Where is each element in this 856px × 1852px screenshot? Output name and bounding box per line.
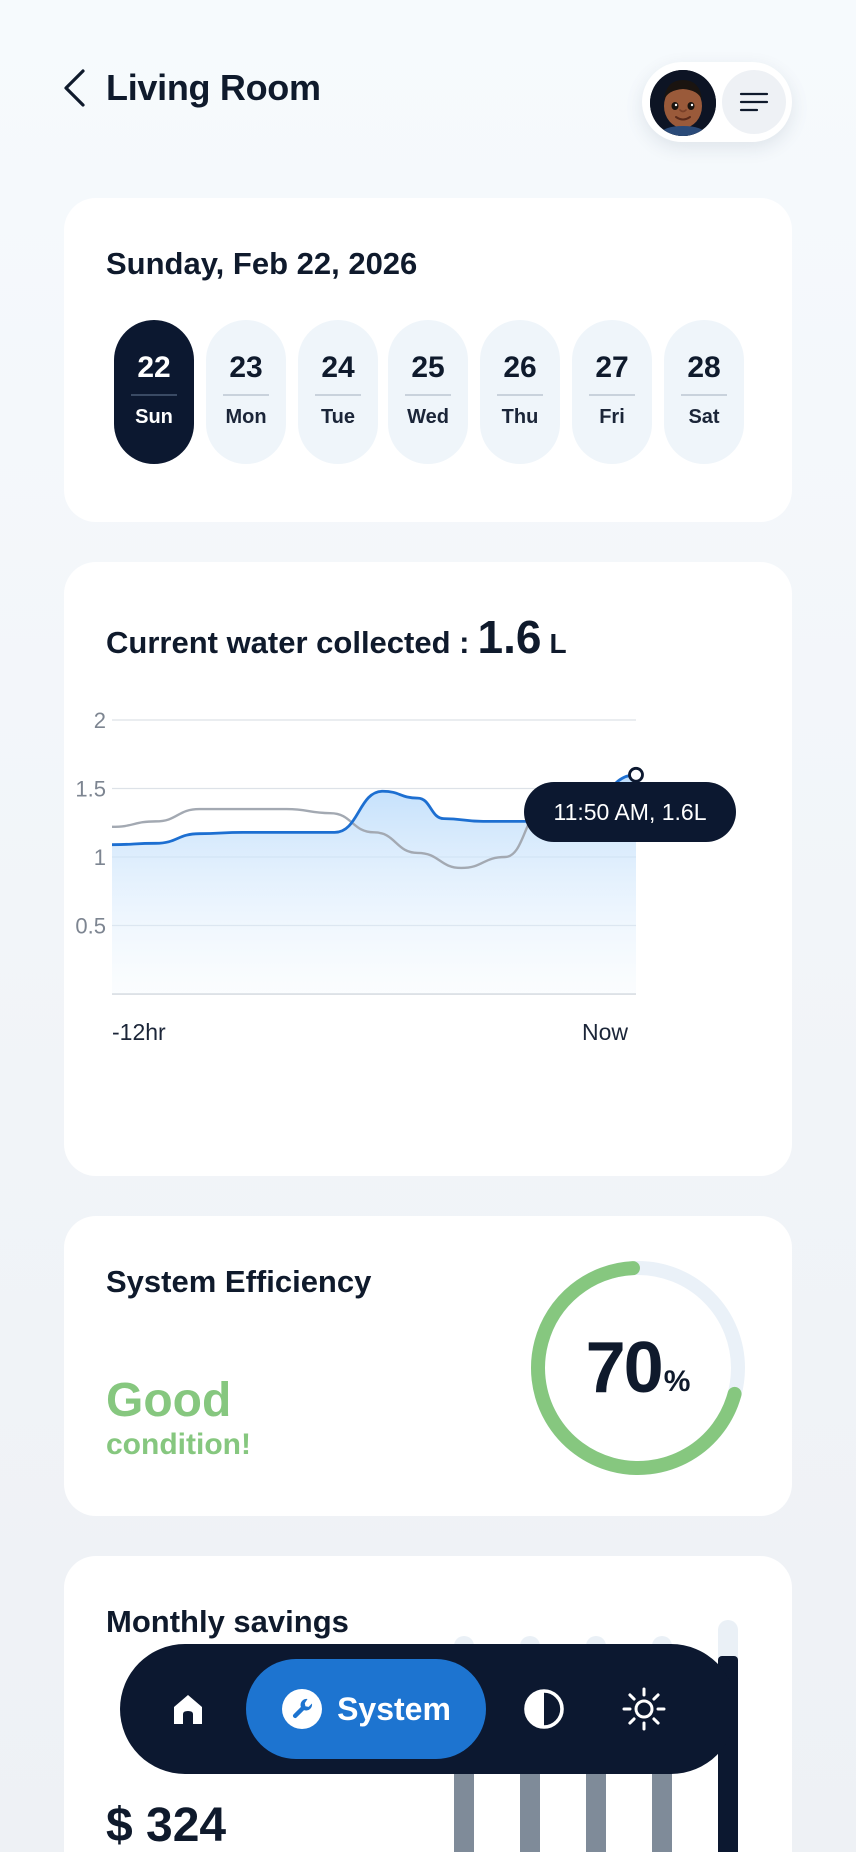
tooltip-text: 11:50 AM, 1.6L [553,799,706,825]
day-divider [223,394,269,396]
date-title: Sunday, Feb 22, 2026 [106,246,418,281]
day-mon[interactable]: 23 Mon [206,320,286,464]
avatar-face-icon [650,70,716,136]
contrast-icon [524,1689,564,1729]
efficiency-substatus: condition! [106,1428,251,1461]
day-name: Tue [320,406,356,428]
back-button[interactable] [56,66,92,110]
day-divider [497,394,543,396]
gauge-readout: 70 % [526,1256,750,1480]
day-number: 27 [595,351,629,384]
chart-tooltip: 11:50 AM, 1.6L [524,782,736,842]
y-tick-label: 1.5 [75,777,106,802]
date-card: Sunday, Feb 22, 2026 22 Sun 23 Mon 24 Tue 25 We… [64,198,792,522]
efficiency-title: System Efficiency [106,1264,372,1299]
brightness-icon [622,1687,666,1731]
menu-icon [739,92,769,112]
y-tick-label: 0.5 [75,914,106,939]
wrench-icon [282,1689,323,1729]
day-name: Fri [599,406,625,428]
day-divider [405,394,451,396]
gauge-value: 70 [585,1328,664,1408]
day-tue[interactable]: 24 Tue [298,320,378,464]
savings-bar-4-fill [652,1770,672,1852]
savings-bar-1-fill [454,1770,474,1852]
savings-amount: $ 324 [106,1799,227,1852]
water-card: Current water collected : 1.6 L 0.5 1 1.5 2… [64,562,792,1176]
day-sat[interactable]: 28 Sat [664,320,744,464]
day-divider [681,394,727,396]
y-tick-label: 2 [94,708,106,733]
day-fri[interactable]: 27 Fri [572,320,652,464]
bottom-nav: System [120,1644,736,1774]
day-name: Sat [688,406,720,428]
chevron-left-icon [64,69,85,107]
nav-system-label: System [337,1690,451,1727]
nav-system[interactable]: System [246,1659,486,1759]
day-name: Mon [225,406,267,428]
day-name: Sun [135,406,173,428]
day-divider [589,394,635,396]
current-point-marker [628,766,644,783]
y-tick-label: 1 [94,845,106,870]
day-selector: 22 Sun 23 Mon 24 Tue 25 Wed 26 Thu 27 Fri 28 Sat [114,320,754,464]
avatar[interactable] [650,70,716,136]
savings-bar-2-fill [520,1770,540,1852]
day-number: 25 [411,351,445,384]
profile-pill [642,62,792,142]
day-number: 23 [229,351,263,384]
gauge-arc [531,1261,745,1475]
home-icon [174,1695,202,1724]
gauge-unit: % [663,1365,691,1398]
savings-title: Monthly savings [106,1604,349,1639]
tooltip-background [524,782,736,842]
water-label: Current water collected : [106,625,470,660]
day-divider [315,394,361,396]
nav-contrast[interactable] [494,1659,594,1759]
day-thu[interactable]: 26 Thu [480,320,560,464]
water-heading: Current water collected : 1.6 L [106,610,567,664]
efficiency-gauge [531,1261,745,1475]
day-name: Wed [407,406,449,428]
nav-brightness[interactable] [594,1659,694,1759]
water-chart: 0.5 1 1.5 2 -12hr Now 11:50 AM, 1.6L [75,708,736,1045]
day-sun[interactable]: 22 Sun [114,320,194,464]
water-unit: L [549,628,567,659]
day-wed[interactable]: 25 Wed [388,320,468,464]
day-divider [131,394,177,396]
series-area [112,774,636,994]
efficiency-card: System Efficiency Good condition! 70 % [64,1216,792,1516]
savings-bar-3-fill [586,1770,606,1852]
water-value: 1.6 [477,611,542,663]
x-axis-label: -12hr [112,1019,166,1045]
menu-button[interactable] [722,70,786,134]
day-number: 24 [321,351,355,384]
page-title: Living Room [106,67,321,108]
day-number: 26 [503,351,537,384]
day-name: Thu [501,406,539,428]
efficiency-status: Good [106,1374,232,1427]
nav-home[interactable] [138,1659,238,1759]
header: Living Room [0,0,856,180]
day-number: 28 [687,351,721,384]
x-axis-label: Now [582,1019,628,1045]
day-number: 22 [137,351,171,384]
